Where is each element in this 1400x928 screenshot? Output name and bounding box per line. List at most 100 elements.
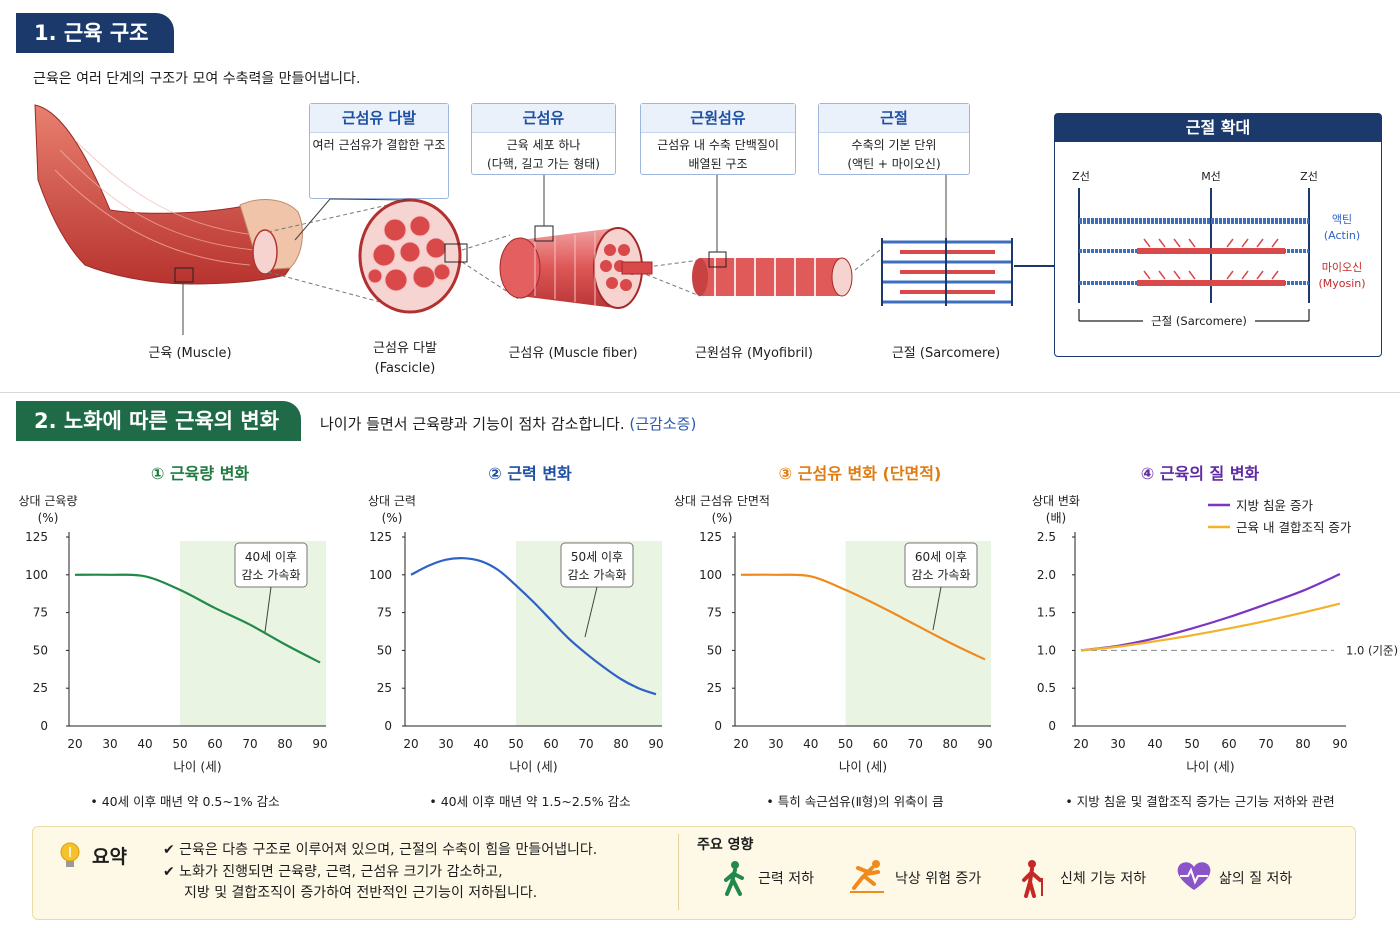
x-axis-label: 나이 (세) bbox=[509, 759, 557, 774]
z-line-right-label: Z선 bbox=[1300, 170, 1318, 183]
chart2-title: ② 근력 변화 bbox=[488, 464, 572, 483]
section1-title: 1. 근육 구조 bbox=[16, 13, 174, 53]
callout-desc: 근육 세포 하나 (다핵, 길고 가는 형태) bbox=[487, 138, 600, 171]
annotation-pointer bbox=[584, 586, 598, 638]
y-tick-label: 125 bbox=[369, 530, 392, 544]
y-tick-label: 25 bbox=[33, 681, 48, 695]
actin-en-label: (Actin) bbox=[1324, 229, 1360, 242]
chart4-title: ④ 근육의 질 변화 bbox=[1140, 464, 1260, 483]
myosin-label: 마이오신 bbox=[1322, 261, 1362, 274]
effects-title: 주요 영향 bbox=[697, 837, 754, 853]
chart4-note: • 지방 침윤 및 결합조직 증가는 근기능 저하와 관련 bbox=[1065, 794, 1335, 809]
y-tick-label: 50 bbox=[377, 643, 392, 657]
x-tick-label: 40 bbox=[137, 737, 152, 751]
series-line bbox=[740, 573, 986, 661]
annotation-text: 60세 이후 bbox=[915, 550, 967, 564]
x-tick-label: 70 bbox=[578, 737, 593, 751]
y-tick-label: 125 bbox=[699, 530, 722, 544]
y-tick-label: 100 bbox=[369, 568, 392, 582]
sarcomere-span-label: 근절 (Sarcomere) bbox=[1151, 314, 1247, 328]
y-tick-label: 0 bbox=[1048, 719, 1056, 733]
section1-intro: 근육은 여러 단계의 구조가 모여 수축력을 만들어냅니다. bbox=[33, 71, 361, 87]
actin-label: 액틴 bbox=[1332, 213, 1352, 226]
x-axis-label: 나이 (세) bbox=[173, 759, 221, 774]
x-tick-label: 30 bbox=[102, 737, 117, 751]
x-tick-label: 20 bbox=[403, 737, 418, 751]
y-tick-label: 0 bbox=[384, 719, 392, 733]
stage-label-muscle: 근육 (Muscle) bbox=[148, 346, 232, 361]
muscle-structure-illustration bbox=[34, 104, 1054, 335]
y-tick-label: 75 bbox=[707, 606, 722, 620]
callout-fascicle: 근섬유 다발 여러 근섬유가 결합한 구조 bbox=[309, 103, 449, 199]
effect-label-fall-risk: 낙상 위험 증가 bbox=[895, 871, 982, 887]
y-axis-unit: (%) bbox=[712, 511, 733, 525]
stage-label-sarcomere: 근절 (Sarcomere) bbox=[891, 346, 1001, 361]
y-tick-label: 2.5 bbox=[1037, 530, 1056, 544]
x-tick-label: 50 bbox=[508, 737, 523, 751]
x-tick-label: 60 bbox=[873, 737, 888, 751]
annotation-pointer bbox=[264, 586, 272, 633]
y-tick-label: 50 bbox=[33, 643, 48, 657]
x-tick-label: 80 bbox=[1295, 737, 1310, 751]
callout-desc: 여러 근섬유가 결합한 구조 bbox=[312, 138, 446, 152]
baseline-label: 1.0 (기준) bbox=[1346, 643, 1398, 657]
x-tick-label: 50 bbox=[838, 737, 853, 751]
legend-label: 지방 침윤 증가 bbox=[1236, 498, 1313, 513]
x-tick-label: 30 bbox=[1110, 737, 1125, 751]
chart3-note: • 특히 속근섬유(Ⅱ형)의 위축이 큼 bbox=[766, 794, 944, 809]
myosin-filaments bbox=[1137, 238, 1285, 286]
chart1-title: ① 근육량 변화 bbox=[150, 464, 250, 483]
callout-desc: 근섬유 내 수축 단백질이 배열된 구조 bbox=[657, 138, 779, 171]
x-tick-label: 30 bbox=[768, 737, 783, 751]
x-tick-label: 80 bbox=[943, 737, 958, 751]
y-tick-label: 1.5 bbox=[1037, 606, 1056, 620]
y-tick-label: 2.0 bbox=[1037, 568, 1056, 582]
sarcomere-zoom-drawing: Z선 M선 Z선 액틴 (Actin) 마이오신 (Myosin) bbox=[1072, 170, 1365, 328]
y-tick-label: 0.5 bbox=[1037, 681, 1056, 695]
walking-person-icon bbox=[724, 861, 744, 896]
summary-line-1: ✔ 근육은 다층 구조로 이루어져 있으며, 근절의 수축이 힘을 만들어냅니다… bbox=[163, 842, 598, 858]
lightbulb-icon bbox=[60, 842, 80, 867]
y-tick-label: 25 bbox=[377, 681, 392, 695]
x-tick-label: 20 bbox=[733, 737, 748, 751]
summary-line-2: ✔ 노화가 진행되면 근육량, 근력, 근섬유 크기가 감소하고, bbox=[163, 864, 503, 880]
y-axis-unit: (배) bbox=[1046, 511, 1066, 525]
summary-line-3: 지방 및 결합조직이 증가하여 전반적인 근기능이 저하됩니다. bbox=[184, 885, 538, 901]
callout-title: 근절 bbox=[819, 104, 969, 133]
x-tick-label: 70 bbox=[242, 737, 257, 751]
annotation-text: 감소 가속화 bbox=[241, 568, 300, 582]
callout-fiber: 근섬유 근육 세포 하나 (다핵, 길고 가는 형태) bbox=[471, 103, 616, 175]
arm-muscle-drawing bbox=[34, 104, 303, 335]
x-tick-label: 30 bbox=[438, 737, 453, 751]
y-tick-label: 100 bbox=[25, 568, 48, 582]
z-line-left-label: Z선 bbox=[1072, 170, 1090, 183]
callout-title: 근섬유 bbox=[472, 104, 615, 133]
x-tick-label: 60 bbox=[1221, 737, 1236, 751]
y-tick-label: 0 bbox=[40, 719, 48, 733]
y-tick-label: 125 bbox=[25, 530, 48, 544]
x-tick-label: 20 bbox=[67, 737, 82, 751]
legend-label: 근육 내 결합조직 증가 bbox=[1236, 520, 1352, 535]
x-tick-label: 70 bbox=[908, 737, 923, 751]
y-tick-label: 0 bbox=[714, 719, 722, 733]
x-tick-label: 80 bbox=[277, 737, 292, 751]
callout-desc: 수축의 기본 단위 (액틴 + 마이오신) bbox=[847, 138, 941, 171]
falling-person-icon bbox=[850, 860, 884, 893]
x-tick-label: 90 bbox=[648, 737, 663, 751]
callout-sarcomere: 근절 수축의 기본 단위 (액틴 + 마이오신) bbox=[818, 103, 970, 175]
x-tick-label: 90 bbox=[312, 737, 327, 751]
fascicle-drawing bbox=[294, 198, 468, 314]
annotation-text: 50세 이후 bbox=[571, 550, 623, 564]
y-tick-label: 25 bbox=[707, 681, 722, 695]
effect-label-function: 신체 기능 저하 bbox=[1060, 871, 1147, 887]
x-tick-label: 20 bbox=[1073, 737, 1088, 751]
sarcomere-small-drawing bbox=[881, 175, 1054, 306]
x-tick-label: 40 bbox=[473, 737, 488, 751]
callout-title: 근원섬유 bbox=[641, 104, 795, 133]
x-tick-label: 60 bbox=[207, 737, 222, 751]
y-axis-unit: (%) bbox=[38, 511, 59, 525]
series-line bbox=[1080, 602, 1341, 652]
x-tick-label: 50 bbox=[1184, 737, 1199, 751]
section-divider bbox=[0, 392, 1400, 393]
stage-label-myofibril: 근원섬유 (Myofibril) bbox=[695, 346, 813, 361]
